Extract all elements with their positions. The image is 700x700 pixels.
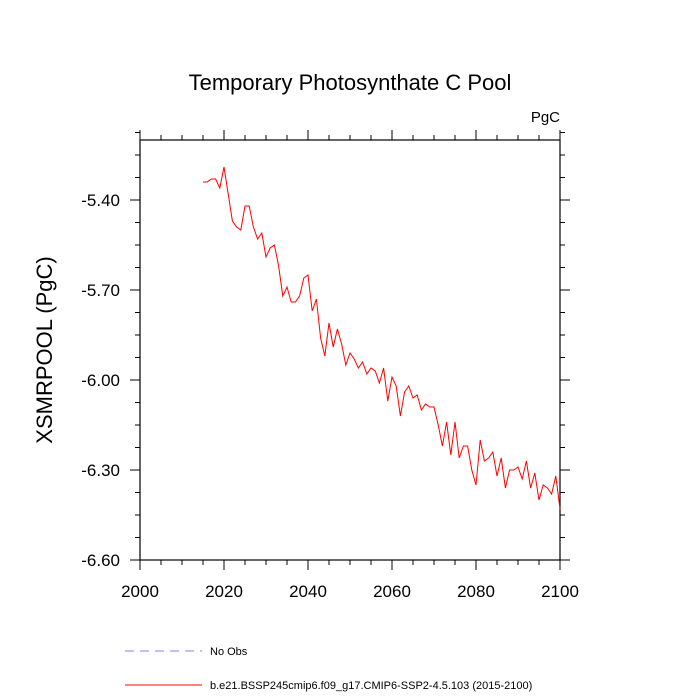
series-lines <box>203 166 561 510</box>
y-tick-label: -6.60 <box>81 551 120 570</box>
axis-tick-labels: 2000 2020 2040 2060 2080 2100 -6.60 -6.30 -6.00 -… <box>81 191 579 601</box>
legend: No Obs b.e21.BSSP245cmip6.f09_g17.CMIP6-S… <box>125 646 532 692</box>
x-tick-label: 2060 <box>373 582 411 601</box>
x-tick-label: 2040 <box>289 582 327 601</box>
x-tick-label: 2100 <box>541 582 579 601</box>
x-tick-label: 2000 <box>121 582 159 601</box>
axis-ticks <box>130 130 570 570</box>
chart-title: Temporary Photosynthate C Pool <box>189 70 512 95</box>
x-tick-label: 2020 <box>205 582 243 601</box>
x-tick-label: 2080 <box>457 582 495 601</box>
plot-frame <box>139 139 561 561</box>
y-tick-label: -5.70 <box>81 281 120 300</box>
y-axis-label: XSMRPOOL (PgC) <box>32 256 57 443</box>
series-line <box>203 166 561 510</box>
units-label: PgC <box>531 109 560 126</box>
y-tick-label: -6.00 <box>81 371 120 390</box>
y-tick-label: -5.40 <box>81 191 120 210</box>
y-tick-label: -6.30 <box>81 461 120 480</box>
legend-label: b.e21.BSSP245cmip6.f09_g17.CMIP6-SSP2-4.… <box>210 680 532 692</box>
legend-label: No Obs <box>210 646 248 658</box>
